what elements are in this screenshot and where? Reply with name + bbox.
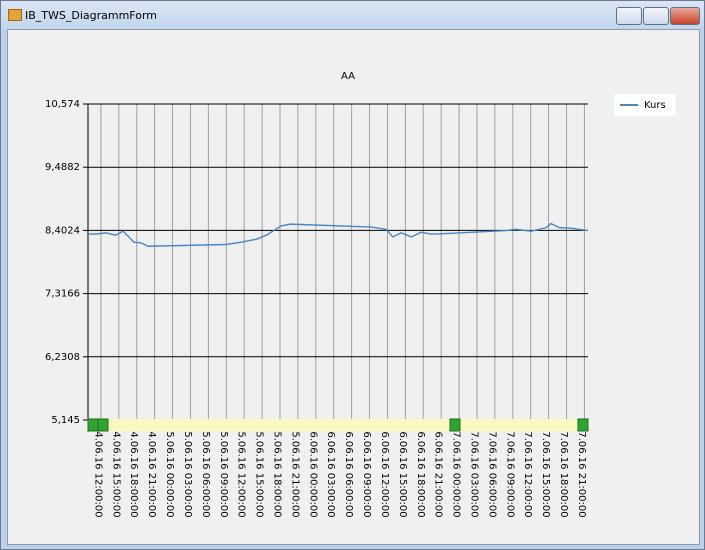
- x-tick-label: 17.06.16 15:00:00: [540, 425, 551, 518]
- x-tick-label: 15.06.16 15:00:00: [254, 425, 265, 518]
- y-tick-label: 6,2308: [45, 352, 80, 363]
- window-title: IB_TWS_DiagrammForm: [25, 9, 158, 22]
- scroll-button[interactable]: [449, 418, 461, 432]
- x-tick-label: 16.06.16 12:00:00: [379, 425, 390, 518]
- title-bar: IB_TWS_DiagrammForm: [1, 1, 704, 29]
- legend-label: Kurs: [644, 100, 666, 111]
- close-button[interactable]: [670, 7, 700, 25]
- x-tick-label: 14.06.16 21:00:00: [146, 425, 157, 518]
- x-tick-label: 16.06.16 06:00:00: [343, 425, 354, 518]
- x-tick-label: 17.06.16 09:00:00: [504, 425, 515, 518]
- x-tick-label: 16.06.16 15:00:00: [397, 425, 408, 518]
- y-tick-label: 10,574: [45, 99, 80, 110]
- x-tick-label: 17.06.16 21:00:00: [576, 425, 587, 518]
- y-tick-label: 7,3166: [45, 289, 80, 300]
- x-tick-label: 15.06.16 21:00:00: [289, 425, 300, 518]
- x-tick-label: 16.06.16 21:00:00: [433, 425, 444, 518]
- x-tick-label: 17.06.16 18:00:00: [558, 425, 569, 518]
- legend: [614, 94, 676, 116]
- x-tick-label: 15.06.16 06:00:00: [200, 425, 211, 518]
- x-tick-label: 15.06.16 12:00:00: [236, 425, 247, 518]
- x-tick-label: 15.06.16 03:00:00: [182, 425, 193, 518]
- x-tick-label: 16.06.16 09:00:00: [361, 425, 372, 518]
- x-tick-label: 15.06.16 09:00:00: [218, 425, 229, 518]
- x-tick-label: 16.06.16 03:00:00: [325, 425, 336, 518]
- y-tick-label: 5,145: [51, 415, 80, 426]
- x-tick-label: 17.06.16 00:00:00: [451, 425, 462, 518]
- x-tick-label: 15.06.16 18:00:00: [272, 425, 283, 518]
- x-scrollbar[interactable]: [88, 419, 588, 431]
- x-tick-label: 15.06.16 00:00:00: [164, 425, 175, 518]
- x-tick-label: 17.06.16 12:00:00: [522, 425, 533, 518]
- data-line: [88, 222, 589, 247]
- chart-title: AA: [341, 71, 355, 82]
- x-tick-label: 17.06.16 06:00:00: [486, 425, 497, 518]
- y-tick-label: 9,4882: [45, 162, 80, 173]
- x-tick-label: 17.06.16 03:00:00: [468, 425, 479, 518]
- x-tick-label: 16.06.16 00:00:00: [307, 425, 318, 518]
- x-tick-label: 14.06.16 18:00:00: [128, 425, 139, 518]
- x-tick-label: 14.06.16 12:00:00: [92, 425, 103, 518]
- app-icon: [8, 9, 22, 21]
- minimize-button[interactable]: [616, 7, 642, 25]
- maximize-button[interactable]: [643, 7, 669, 25]
- scroll-button[interactable]: [97, 418, 109, 432]
- x-tick-label: 16.06.16 18:00:00: [415, 425, 426, 518]
- chart: AA 14.06.16 12:00:00 14.06.16 15:00:00 14.…: [45, 71, 676, 518]
- form-client: AA 14.06.16 12:00:00 14.06.16 15:00:00 14.…: [7, 29, 700, 545]
- y-tick-label: 8,4024: [45, 225, 80, 236]
- x-tick-label: 14.06.16 15:00:00: [110, 425, 121, 518]
- scroll-button[interactable]: [577, 418, 589, 432]
